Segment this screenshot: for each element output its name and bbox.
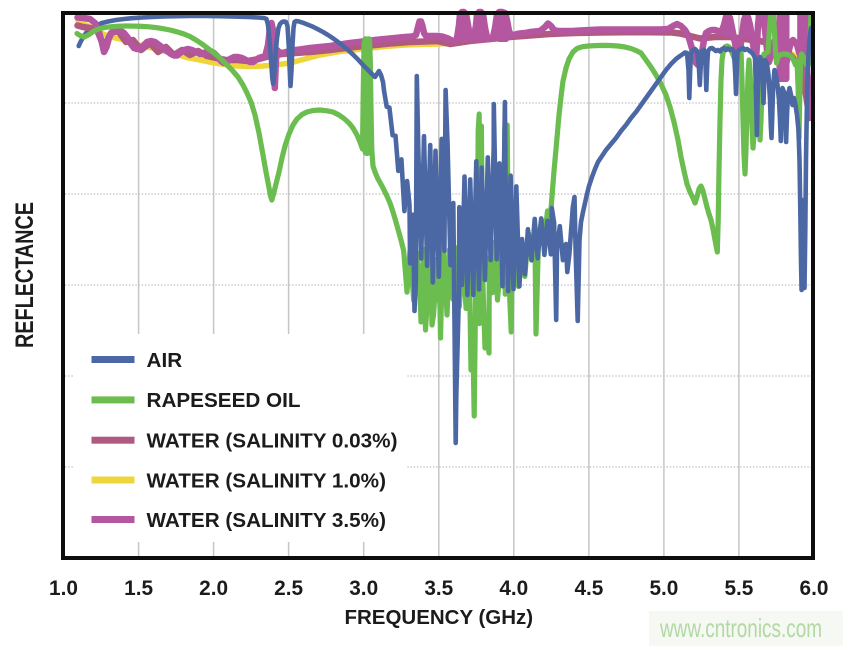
svg-text:WATER (SALINITY 3.5%): WATER (SALINITY 3.5%) bbox=[147, 509, 386, 532]
svg-text:FREQUENCY (GHz): FREQUENCY (GHz) bbox=[344, 606, 533, 629]
svg-text:6.0: 6.0 bbox=[800, 577, 829, 600]
svg-text:5.5: 5.5 bbox=[724, 577, 753, 600]
svg-text:5.0: 5.0 bbox=[649, 577, 678, 600]
svg-text:1.0: 1.0 bbox=[49, 577, 78, 600]
svg-text:4.0: 4.0 bbox=[499, 577, 528, 600]
svg-text:REFLECTANCE: REFLECTANCE bbox=[11, 202, 39, 348]
svg-text:2.5: 2.5 bbox=[274, 577, 303, 600]
svg-text:3.0: 3.0 bbox=[349, 577, 378, 600]
svg-text:WATER (SALINITY 0.03%): WATER (SALINITY 0.03%) bbox=[147, 430, 398, 453]
svg-text:AIR: AIR bbox=[147, 349, 183, 372]
svg-text:WATER (SALINITY 1.0%): WATER (SALINITY 1.0%) bbox=[147, 469, 386, 492]
svg-text:1.5: 1.5 bbox=[124, 577, 153, 600]
svg-text:www.cntronics.com: www.cntronics.com bbox=[659, 613, 822, 643]
svg-text:3.5: 3.5 bbox=[424, 577, 453, 600]
svg-text:4.5: 4.5 bbox=[574, 577, 603, 600]
svg-text:RAPESEED OIL: RAPESEED OIL bbox=[147, 389, 301, 412]
svg-text:2.0: 2.0 bbox=[199, 577, 228, 600]
